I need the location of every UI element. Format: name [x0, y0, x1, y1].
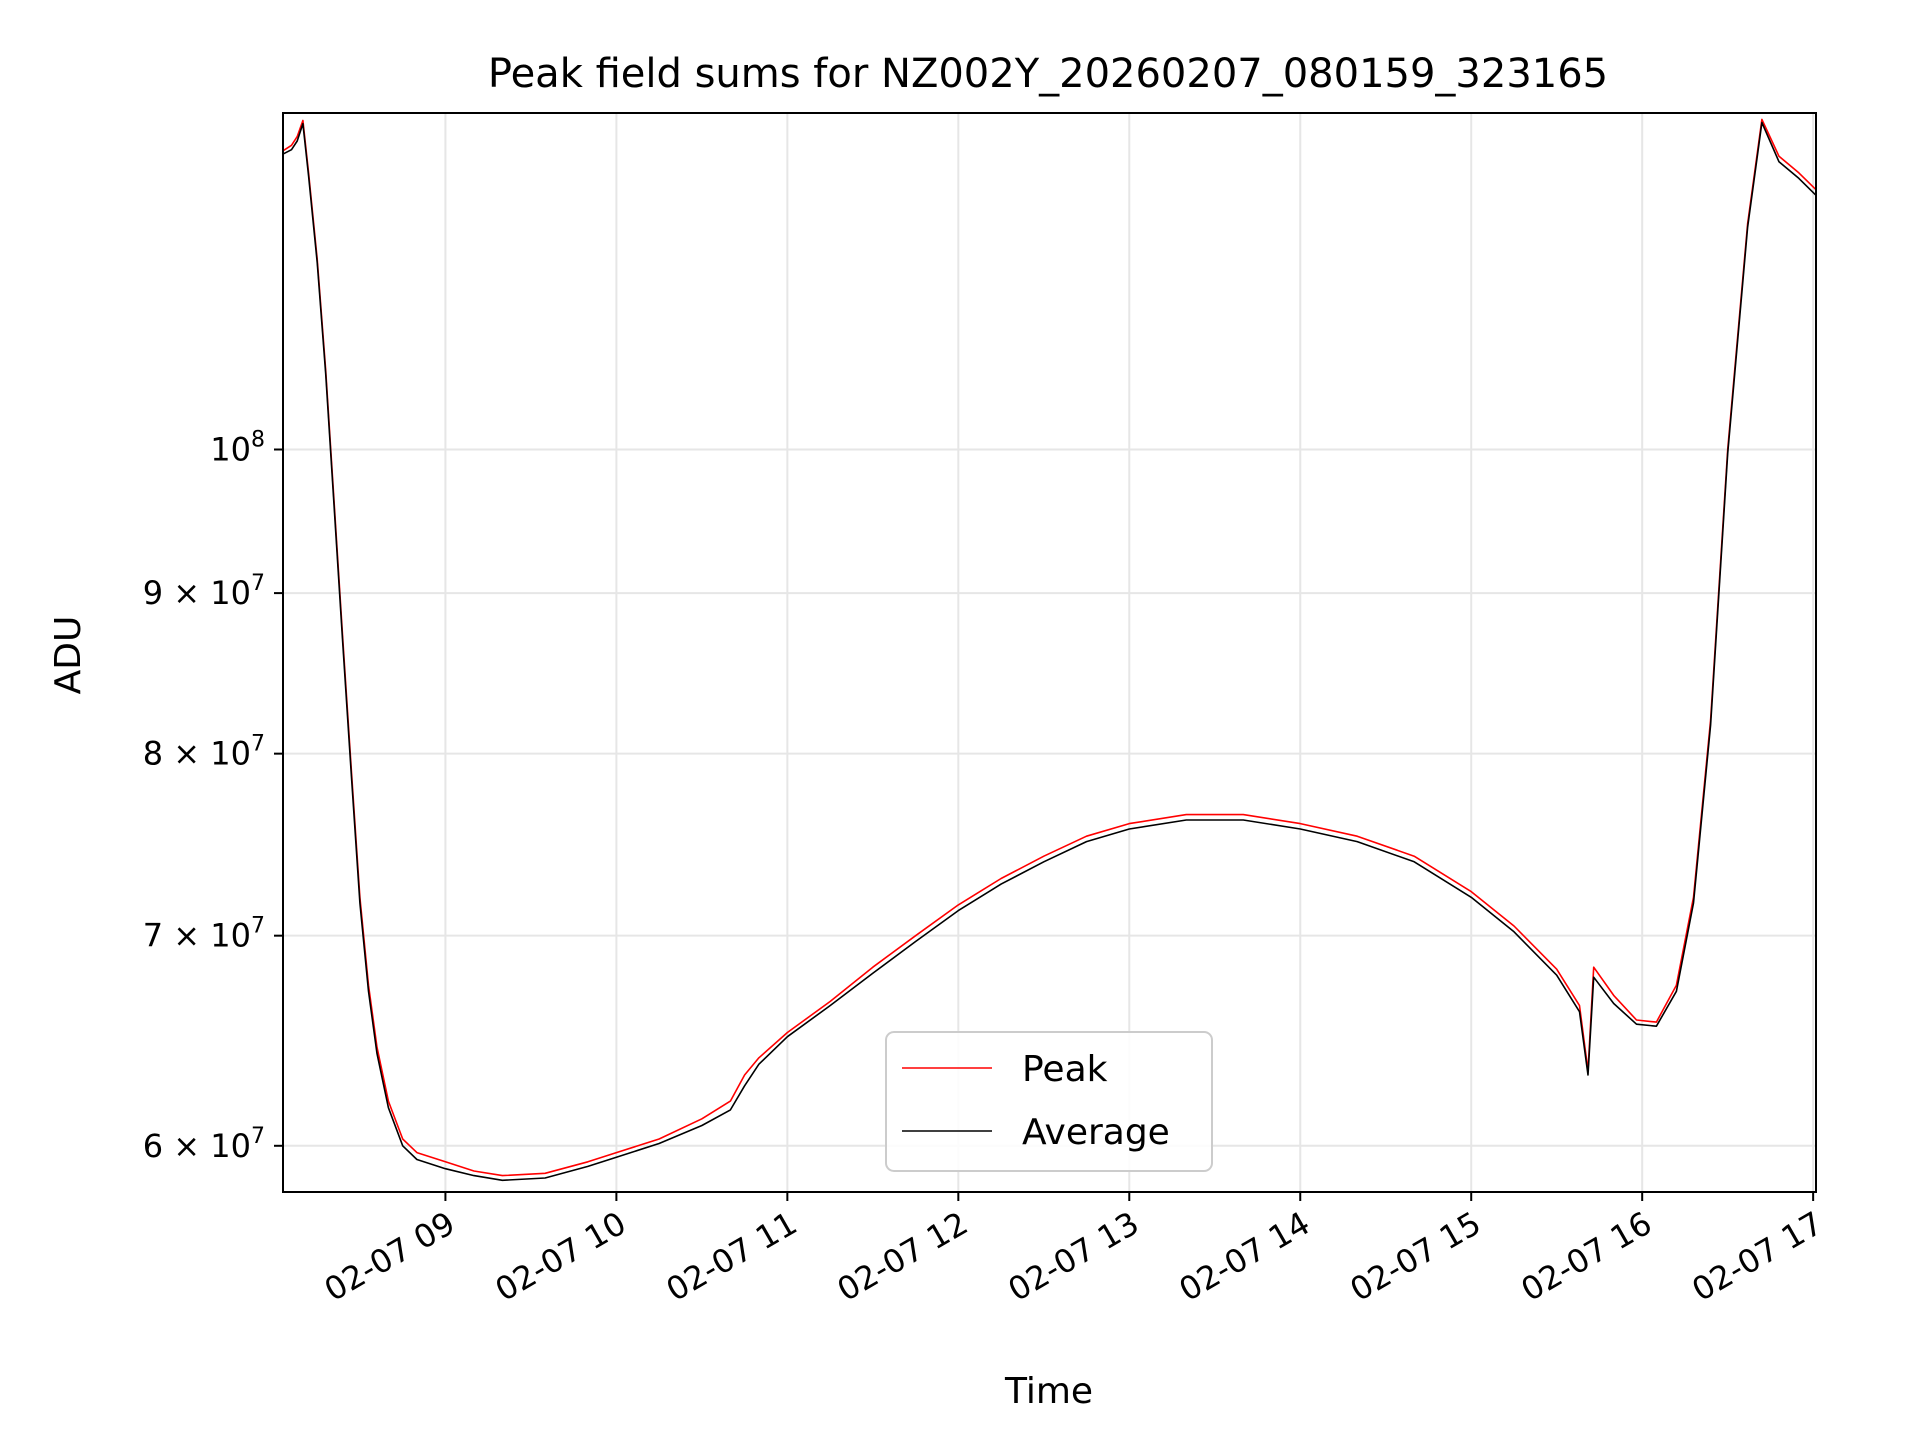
y-axis-label: ADU — [48, 616, 89, 695]
chart-title: Peak field sums for NZ002Y_20260207_0801… — [488, 51, 1608, 97]
y-tick-label: 9 × 107 — [143, 571, 265, 612]
y-axis: 6 × 107 7 × 107 8 × 107 9 × 107 108 — [143, 427, 283, 1165]
series-layer — [282, 118, 1817, 1182]
y-tick-label: 8 × 107 — [143, 732, 265, 773]
legend-box — [885, 1031, 1213, 1172]
plot-frame — [282, 112, 1817, 1193]
y-tick-label: 108 — [210, 427, 265, 468]
legend-label-average: Average — [1022, 1112, 1170, 1153]
x-axis-label: Time — [1004, 1371, 1093, 1412]
legend-label-peak: Peak — [1022, 1049, 1108, 1090]
y-tick-label: 7 × 107 — [143, 914, 265, 955]
legend: Peak Average — [885, 1031, 1213, 1172]
series-line-average — [282, 121, 1817, 1182]
y-tick-label: 6 × 107 — [143, 1124, 265, 1165]
